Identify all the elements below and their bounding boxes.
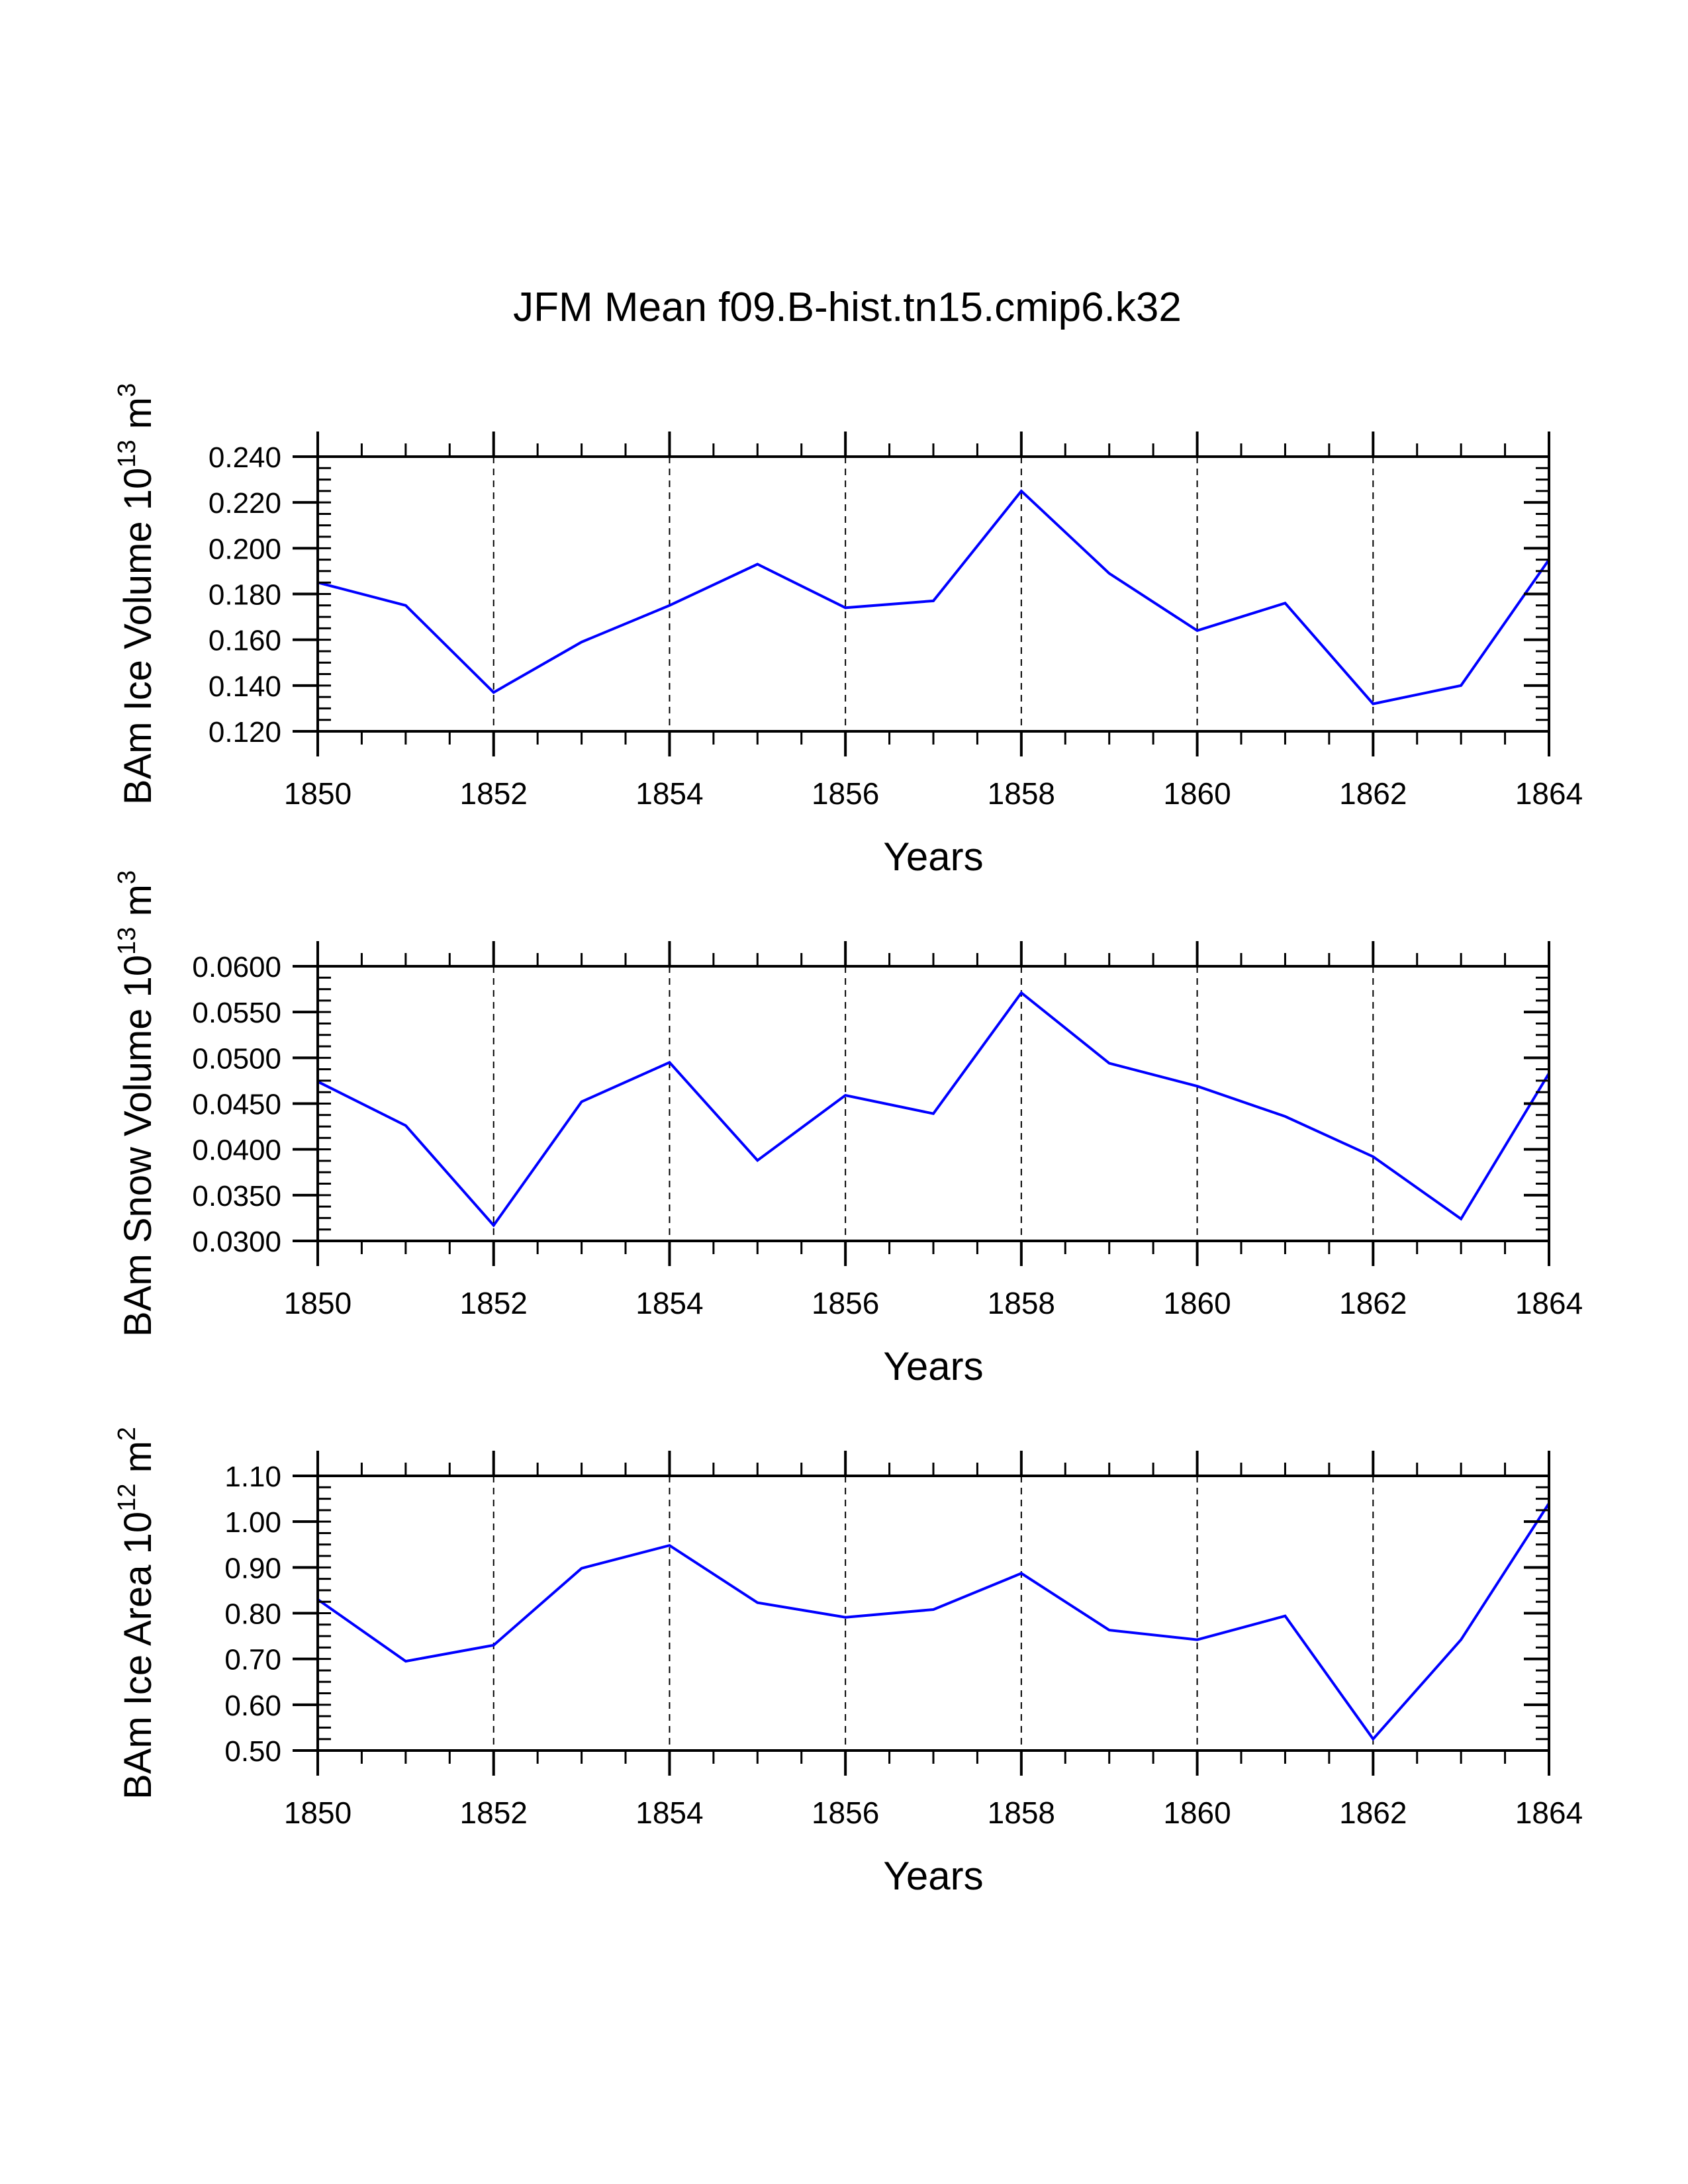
y-tick-label: 0.0450 [192, 1089, 281, 1121]
y-tick-label: 0.0500 [192, 1042, 281, 1075]
x-tick-label: 1850 [284, 1286, 352, 1320]
x-tick-label: 1854 [635, 776, 703, 811]
x-tick-label: 1858 [988, 1796, 1055, 1830]
x-tick-label: 1852 [460, 1796, 528, 1830]
y-axis-label: BAm Snow Volume 1013 m3 [113, 870, 160, 1337]
y-axis-label-unit: m [117, 1441, 160, 1483]
y-axis-label: BAm Ice Area 1012 m2 [113, 1427, 160, 1799]
y-tick-label: 0.200 [209, 533, 281, 565]
y-tick-label: 0.90 [224, 1552, 281, 1584]
y-axis-label-exponent: 12 [113, 1484, 141, 1512]
y-axis-label-unit-exponent: 3 [113, 383, 141, 397]
x-tick-label: 1856 [812, 1286, 879, 1320]
chart-panel-3: 1850 1852 1854 1856 1858 1860 1862 1864 0.50 0.60… [113, 1427, 1583, 1898]
y-axis-label: BAm Ice Volume 1013 m3 [113, 383, 160, 805]
x-tick-label: 1852 [460, 776, 528, 811]
x-tick-label: 1864 [1515, 1796, 1583, 1830]
series-line [317, 488, 1550, 705]
x-tick-label: 1856 [812, 776, 879, 811]
y-tick-label: 0.0600 [192, 951, 281, 983]
x-tick-label: 1858 [988, 776, 1055, 811]
x-tick-label: 1850 [284, 1796, 352, 1830]
y-tick-label: 0.120 [209, 716, 281, 749]
y-tick-label: 0.140 [209, 670, 281, 703]
x-tick-label: 1864 [1515, 1286, 1583, 1320]
y-tick-label: 0.220 [209, 487, 281, 520]
x-tick-label: 1864 [1515, 776, 1583, 811]
x-tick-label: 1860 [1163, 1286, 1231, 1320]
y-tick-label: 0.60 [224, 1690, 281, 1722]
x-tick-label: 1862 [1339, 776, 1407, 811]
x-tick-label: 1860 [1163, 1796, 1231, 1830]
x-tick-label: 1850 [284, 776, 352, 811]
y-axis-label-unit-exponent: 3 [113, 870, 141, 884]
x-tick-label: 1854 [635, 1286, 703, 1320]
chart-panel-1: 1850 1852 1854 1856 1858 1860 1862 1864 0.120 0.1… [113, 383, 1583, 879]
chart-panel-2: 1850 1852 1854 1856 1858 1860 1862 1864 0.0300 0.… [113, 870, 1583, 1388]
panels: 1850 1852 1854 1856 1858 1860 1862 1864 0.120 0.1… [113, 383, 1583, 1898]
y-tick-label: 0.240 [209, 441, 281, 474]
x-tick-label: 1862 [1339, 1796, 1407, 1830]
y-tick-label: 1.10 [224, 1461, 281, 1493]
y-axis-label-unit-exponent: 2 [113, 1427, 141, 1441]
series-line [317, 991, 1550, 1228]
x-tick-label: 1858 [988, 1286, 1055, 1320]
y-axis-label-exponent: 13 [113, 439, 141, 467]
y-axis-label-unit: m [117, 397, 160, 439]
x-tick-label: 1854 [635, 1796, 703, 1830]
x-tick-label: 1856 [812, 1796, 879, 1830]
y-tick-label: 0.50 [224, 1735, 281, 1768]
y-tick-label: 0.70 [224, 1644, 281, 1676]
y-axis-label-unit: m [117, 884, 160, 927]
y-tick-label: 1.00 [224, 1506, 281, 1539]
x-axis-label: Years [883, 1854, 983, 1898]
y-axis-label-main: BAm Snow Volume 10 [117, 955, 160, 1337]
x-axis-label: Years [883, 1344, 983, 1388]
y-tick-label: 0.0400 [192, 1134, 281, 1167]
y-tick-label: 0.80 [224, 1598, 281, 1631]
y-tick-label: 0.180 [209, 579, 281, 612]
x-tick-label: 1852 [460, 1286, 528, 1320]
series-line [316, 1502, 1550, 1741]
y-axis-label-main: BAm Ice Volume 10 [117, 468, 160, 805]
y-tick-label: 0.0550 [192, 997, 281, 1029]
x-tick-label: 1862 [1339, 1286, 1407, 1320]
y-tick-label: 0.0350 [192, 1180, 281, 1212]
y-tick-label: 0.160 [209, 625, 281, 657]
x-axis-label: Years [883, 835, 983, 879]
x-tick-label: 1860 [1163, 776, 1231, 811]
y-tick-label: 0.0300 [192, 1226, 281, 1258]
y-axis-label-main: BAm Ice Area 10 [117, 1512, 160, 1799]
y-axis-label-exponent: 13 [113, 927, 141, 955]
figure-title: JFM Mean f09.B-hist.tn15.cmip6.k32 [513, 285, 1182, 330]
